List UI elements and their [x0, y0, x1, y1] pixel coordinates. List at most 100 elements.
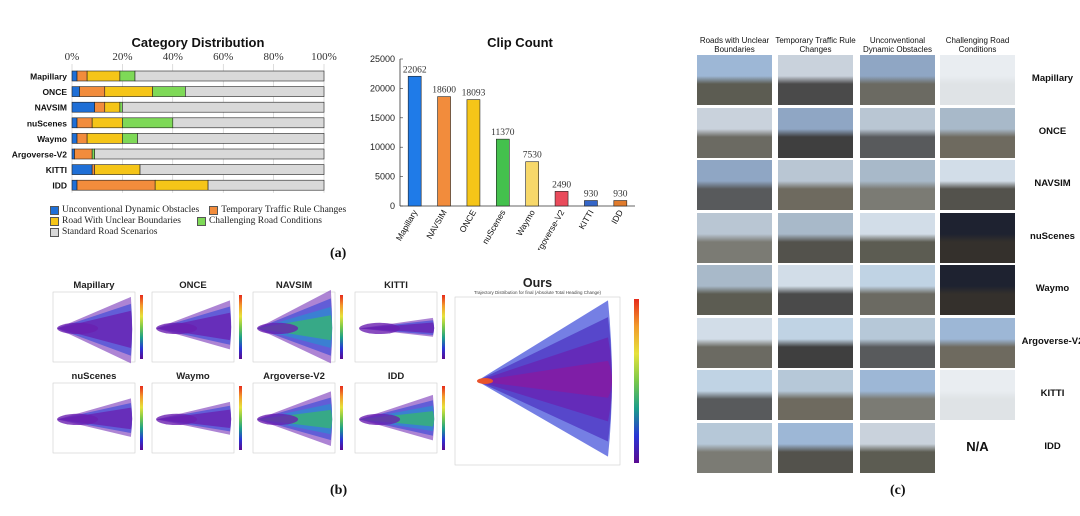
grid-row-label: Mapillary [1031, 73, 1074, 84]
scenario-photo [697, 317, 772, 368]
stacked-bar-segment [94, 101, 106, 113]
legend-standard: Standard Road Scenarios [62, 227, 158, 237]
stacked-bar-segment [86, 133, 123, 144]
category-distribution-title: Category Distribution [131, 35, 265, 50]
grid-row-label: nuScenes [1030, 230, 1075, 242]
trajectory-panel-title: NAVSIM [276, 280, 312, 291]
scenario-photo [697, 212, 772, 263]
scenario-photo [940, 265, 1015, 315]
legend-unconventional: Unconventional Dynamic Obstacles [62, 205, 200, 215]
stacked-bar-segment [91, 117, 123, 129]
scenario-photo [940, 370, 1015, 420]
stacked-bar-segment [86, 70, 121, 82]
x-tick-label: 80% [264, 51, 284, 63]
x-tick-label: Waymo [514, 208, 537, 238]
trajectory-panel-title: Argoverse-V2 [263, 371, 325, 382]
not-available-label: N/A [966, 438, 989, 454]
clip-bar [407, 75, 422, 207]
scenario-grid: Roads with Unclear Boundaries Temporary T… [690, 30, 1080, 480]
scenario-photo [940, 212, 1015, 263]
y-tick-label: 10000 [370, 142, 395, 152]
trajectory-panel-title: KITTI [384, 280, 408, 291]
scenario-photo [697, 160, 772, 210]
x-tick-label: nuScenes [480, 208, 508, 246]
trajectory-panel-fan-core [156, 413, 198, 425]
trajectory-panel-colorbar [442, 295, 445, 359]
x-tick-label: IDD [609, 208, 625, 226]
scenario-photo [860, 212, 935, 263]
trajectory-panel-title: IDD [388, 371, 405, 382]
trajectory-panel-fan-core [57, 413, 99, 425]
x-tick-label: 60% [213, 51, 233, 63]
scenario-photo [778, 55, 853, 105]
stacked-bar-segment [119, 101, 123, 113]
bar-value-label: 18600 [432, 86, 456, 96]
grid-column-header: Unconventional Dynamic Obstacles [863, 36, 932, 54]
stacked-bar-segment [91, 164, 95, 175]
stacked-bar-segment [71, 101, 95, 113]
scenario-photo [778, 212, 853, 263]
trajectory-panel-fan-core [359, 322, 401, 334]
grid-row-label: ONCE [1038, 125, 1067, 137]
category-label: Waymo [37, 134, 67, 144]
panel-label-c: (c) [890, 483, 906, 498]
trajectory-panel-colorbar [340, 295, 343, 359]
grid-column-header: Challenging Road Conditions [945, 36, 1010, 54]
trajectory-panel-colorbar [140, 295, 143, 359]
clip-count-chart: 0 5000 10000 15000 20000 25000 22062 Mapillary 1… [370, 54, 635, 250]
bar-value-label: 930 [613, 190, 628, 200]
scenario-photo [860, 160, 935, 210]
scenario-photo [778, 317, 853, 368]
stacked-bar-segment [74, 148, 93, 160]
trajectory-subtitle: Trajectory Distribution for final (Absol… [474, 290, 602, 295]
stacked-bar-segment [71, 164, 93, 175]
clip-count-title: Clip Count [487, 35, 553, 50]
stacked-bar-segment [137, 133, 325, 144]
scenario-photo [860, 370, 935, 420]
category-label: NAVSIM [35, 103, 67, 113]
scenario-photo [778, 107, 853, 158]
stacked-bar-segment [122, 117, 174, 129]
category-label: IDD [52, 181, 67, 191]
panel-label-a: (a) [330, 246, 347, 261]
x-tick-label: ONCE [457, 208, 478, 235]
stacked-bar-segment [71, 148, 75, 160]
y-tick-label: 5000 [375, 172, 395, 182]
scenario-photo [860, 55, 935, 105]
trajectory-panel-title-ours: Ours [523, 276, 552, 290]
x-tick-label: 100% [311, 51, 337, 63]
stacked-bar-segment [134, 70, 325, 82]
scenario-photo [697, 55, 772, 105]
clip-bar [466, 99, 481, 207]
bar-value-label: 22062 [403, 65, 427, 75]
scenario-photo [860, 317, 935, 368]
stacked-bar-segment [104, 101, 121, 113]
stacked-bar-segment [76, 133, 88, 144]
category-label: Mapillary [30, 72, 67, 82]
trajectory-panel-fan-core [57, 322, 99, 334]
trajectory-panels: Mapillary ONCE NAVSIM KITTI nuScenes Waymo Arg… [52, 276, 639, 466]
trajectory-panel-fan-core [156, 322, 198, 334]
bar-value-label: 18093 [462, 89, 486, 99]
stacked-bar-segment [154, 179, 209, 191]
trajectory-panel-colorbar [442, 386, 445, 450]
stacked-bar-segment [71, 117, 78, 129]
x-tick-label: Mapillary [394, 207, 420, 242]
stacked-bar-segment [207, 179, 325, 191]
trajectory-panel-title: ONCE [179, 280, 206, 291]
grid-row-label: IDD [1044, 440, 1061, 452]
clip-bar [525, 161, 539, 207]
scenario-photo [778, 160, 853, 210]
x-tick-label: 20% [112, 51, 132, 63]
category-label: KITTI [46, 165, 67, 175]
clip-bar [613, 200, 628, 207]
y-tick-label: 15000 [370, 113, 395, 123]
ours-colorbar [634, 299, 639, 463]
stacked-bar-segment [76, 117, 93, 129]
ours-fan-layer [477, 360, 612, 398]
trajectory-panel-colorbar [239, 386, 242, 450]
scenario-photo [940, 55, 1015, 105]
grid-column-header: Temporary Traffic Rule Changes [775, 36, 856, 54]
stacked-bar-segment [94, 148, 325, 160]
scenario-photo [778, 370, 853, 420]
